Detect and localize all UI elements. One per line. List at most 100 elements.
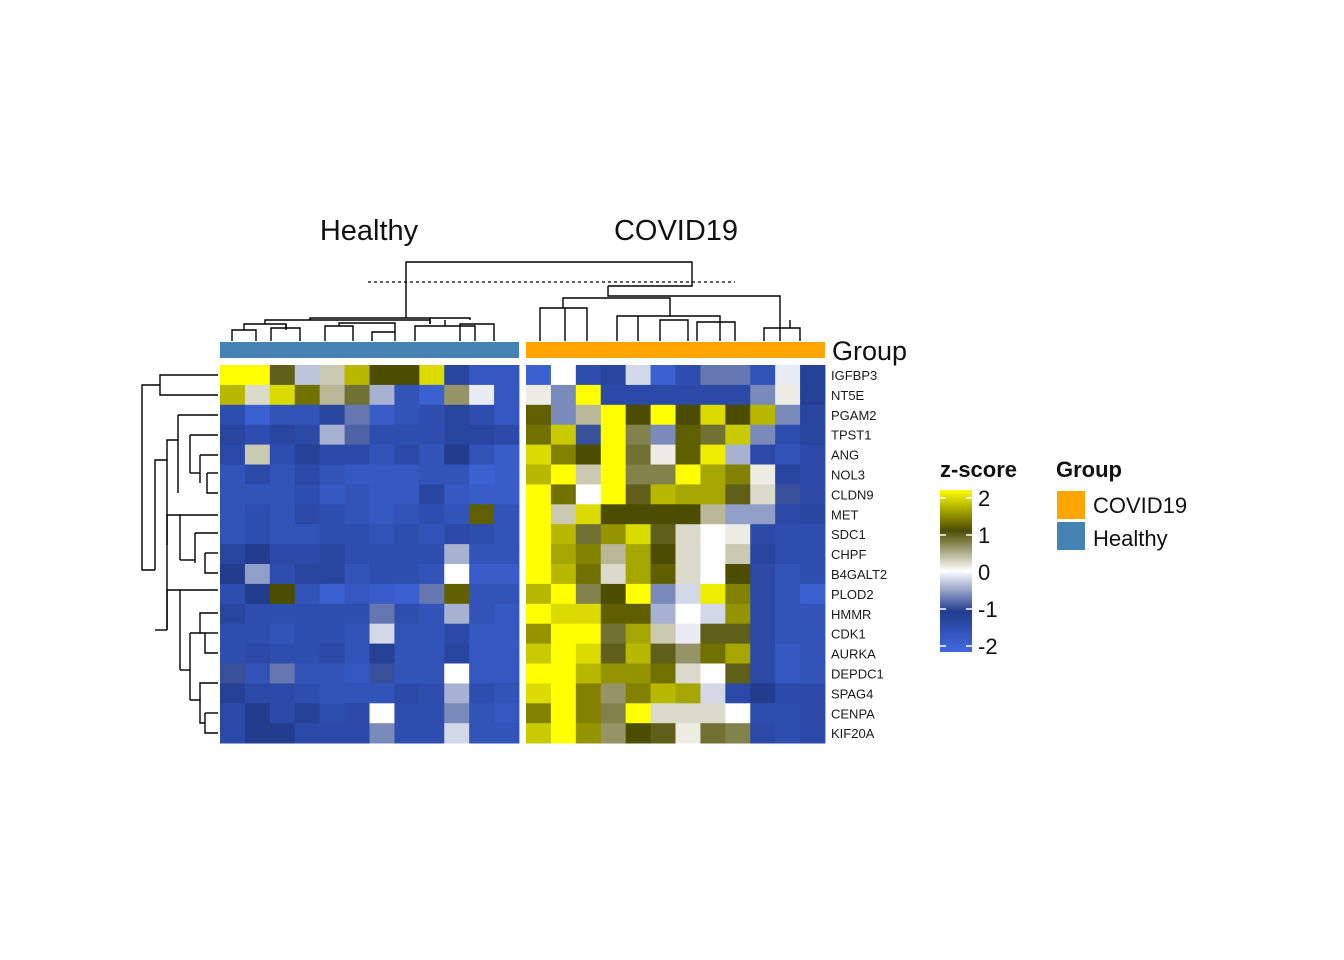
heatmap-cell: [494, 603, 520, 625]
heatmap-cell: [526, 365, 552, 386]
heatmap-cell: [600, 424, 627, 445]
heatmap-cell: [750, 444, 776, 465]
heatmap-cell: [494, 424, 520, 445]
annotation-bar-covid19: [526, 342, 825, 358]
heatmap-cell: [494, 683, 520, 704]
heatmap-cell: [419, 703, 445, 724]
heatmap-cell: [550, 564, 577, 585]
heatmap-cell: [344, 444, 370, 465]
heatmap-cell: [419, 564, 445, 585]
heatmap-cell: [625, 544, 651, 565]
heatmap-cell: [469, 444, 495, 465]
heatmap-cell: [394, 424, 420, 445]
heatmap-cell: [700, 544, 726, 565]
heatmap-cell: [319, 504, 345, 525]
heatmap-cell: [294, 384, 321, 406]
heatmap-cell: [550, 583, 577, 605]
zscore-tick-label: -2: [978, 634, 998, 659]
heatmap-cell: [675, 723, 701, 744]
heatmap-cell: [244, 365, 271, 386]
heatmap-cell: [369, 444, 395, 465]
heatmap-cell: [419, 723, 445, 744]
heatmap-cell: [244, 504, 271, 525]
heatmap-cell: [526, 623, 552, 644]
heatmap-cell: [650, 504, 676, 525]
heatmap-cell: [675, 424, 701, 445]
zscore-tick-label: 1: [978, 523, 990, 548]
heatmap-cell: [269, 484, 296, 505]
heatmap-cell: [244, 444, 271, 465]
heatmap-cell: [625, 603, 651, 625]
heatmap-cell: [750, 564, 776, 585]
heatmap-cell: [700, 464, 726, 485]
group-legend-swatch-covid19: [1057, 491, 1085, 519]
heatmap-cell: [750, 544, 776, 565]
heatmap-cell: [220, 603, 246, 625]
heatmap-cell: [675, 365, 701, 386]
heatmap-cell: [220, 365, 246, 386]
heatmap-cell: [294, 404, 321, 426]
heatmap-cell: [700, 723, 726, 744]
annotation-title: Group: [832, 336, 907, 366]
heatmap-cell: [725, 404, 751, 426]
heatmap-cell: [550, 643, 577, 664]
heatmap-cell: [444, 683, 470, 704]
heatmap-cell: [775, 365, 801, 386]
heatmap-cell: [650, 583, 676, 605]
heatmap-cell: [750, 404, 776, 426]
heatmap-cell: [244, 723, 271, 744]
heatmap-cell: [600, 723, 627, 744]
heatmap-cell: [419, 444, 445, 465]
heatmap-cell: [526, 404, 552, 426]
heatmap-cell: [700, 663, 726, 684]
heatmap-cell: [700, 683, 726, 704]
gene-label: PLOD2: [831, 587, 874, 602]
heatmap-cell: [444, 663, 470, 684]
heatmap-cell: [319, 643, 345, 664]
heatmap-cell: [700, 424, 726, 445]
heatmap-cell: [494, 464, 520, 485]
heatmap-cell: [526, 544, 552, 565]
heatmap-cell: [369, 504, 395, 525]
heatmap-cell: [269, 424, 296, 445]
heatmap-cell: [550, 703, 577, 724]
heatmap-cell: [725, 564, 751, 585]
heatmap-cell: [550, 504, 577, 525]
heatmap-cell: [775, 603, 801, 625]
heatmap-cell: [675, 603, 701, 625]
heatmap-cell: [750, 524, 776, 545]
heatmap-cell: [725, 683, 751, 704]
heatmap-cell: [269, 544, 296, 565]
heatmap-cell: [369, 384, 395, 406]
heatmap-cell: [725, 544, 751, 565]
heatmap-cell: [650, 404, 676, 426]
heatmap-cell: [750, 643, 776, 664]
heatmap-cell: [369, 623, 395, 644]
heatmap-cell: [469, 683, 495, 704]
zscore-colorbar: [940, 490, 972, 652]
heatmap-cell: [419, 504, 445, 525]
heatmap-cell: [469, 365, 495, 386]
heatmap-cell: [526, 444, 552, 465]
heatmap-cell: [469, 504, 495, 525]
heatmap-cell: [394, 623, 420, 644]
heatmap-cell: [244, 384, 271, 406]
heatmap-cell: [369, 723, 395, 744]
heatmap-cell: [319, 464, 345, 485]
heatmap-cell: [700, 703, 726, 724]
heatmap-cell: [625, 723, 651, 744]
heatmap-cell: [294, 723, 321, 744]
heatmap-cell: [220, 524, 246, 545]
heatmap-cell: [725, 723, 751, 744]
heatmap-cell: [220, 424, 246, 445]
heatmap-cell: [625, 623, 651, 644]
heatmap-cell: [600, 544, 627, 565]
heatmap-cell: [344, 643, 370, 664]
gene-label: CDK1: [831, 627, 866, 642]
heatmap-cell: [675, 623, 701, 644]
heatmap-cell: [575, 424, 602, 445]
heatmap-cell: [675, 384, 701, 406]
heatmap-cell: [344, 723, 370, 744]
heatmap-cell: [775, 583, 801, 605]
heatmap-cell: [725, 504, 751, 525]
